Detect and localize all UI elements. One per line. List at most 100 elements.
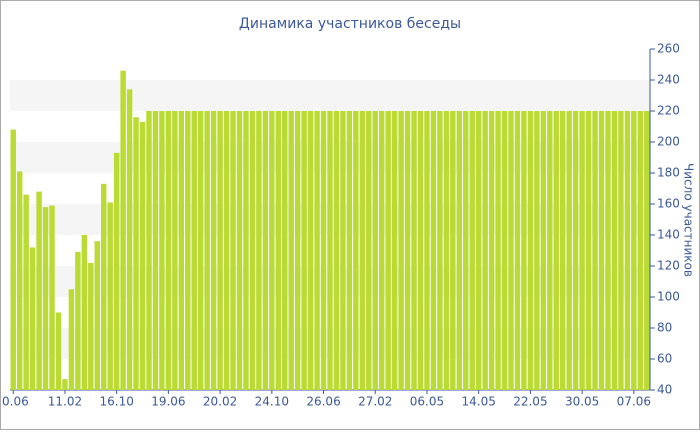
- bar: [359, 111, 366, 390]
- bar: [611, 111, 618, 390]
- x-tick-label: 26.06: [306, 395, 340, 409]
- bar: [579, 111, 585, 390]
- bar: [534, 111, 540, 390]
- bar: [256, 111, 262, 390]
- y-tick-label: 100: [657, 290, 680, 304]
- bar: [75, 252, 81, 390]
- bar: [204, 111, 210, 390]
- bar: [29, 247, 36, 390]
- bar: [443, 111, 450, 390]
- y-tick-label: 120: [657, 259, 680, 273]
- bar: [139, 121, 146, 390]
- bar: [133, 117, 139, 390]
- x-tick-label: 24.10: [255, 395, 289, 409]
- y-tick-label: 220: [657, 104, 680, 118]
- bar: [146, 111, 152, 390]
- bar: [437, 111, 443, 390]
- bar: [346, 111, 353, 390]
- bar: [547, 111, 553, 390]
- bar: [126, 89, 133, 391]
- y-tick-label: 80: [657, 321, 672, 335]
- y-tick-label: 40: [657, 383, 672, 397]
- bar: [475, 111, 482, 390]
- bar: [172, 111, 178, 390]
- bar: [88, 262, 94, 390]
- bar: [23, 194, 29, 390]
- x-tick-label: 27.02: [358, 395, 392, 409]
- bar: [631, 111, 637, 390]
- bar: [624, 111, 631, 390]
- bar: [521, 111, 527, 390]
- y-tick-label: 260: [657, 42, 680, 56]
- bar: [16, 171, 23, 390]
- bar: [120, 70, 126, 390]
- bar: [55, 312, 62, 390]
- bar: [10, 129, 16, 390]
- bar: [417, 111, 424, 390]
- bar: [553, 111, 559, 390]
- bar: [333, 111, 340, 390]
- x-tick-label: 14.05: [462, 395, 496, 409]
- bar: [62, 379, 68, 390]
- y-tick-label: 140: [657, 228, 680, 242]
- bar: [152, 111, 159, 390]
- bar: [340, 111, 346, 390]
- x-tick-label: 20.02: [203, 395, 237, 409]
- bar: [572, 111, 579, 390]
- bar: [262, 111, 269, 390]
- bar: [430, 111, 437, 390]
- x-tick-label: 0.06: [2, 395, 29, 409]
- bar: [230, 111, 236, 390]
- bar: [178, 111, 185, 390]
- bar: [101, 183, 107, 390]
- bar: [107, 202, 113, 390]
- bar: [644, 111, 650, 390]
- chart-title: Динамика участников беседы: [239, 16, 461, 32]
- bar: [514, 111, 521, 390]
- bar: [618, 111, 624, 390]
- bar: [372, 111, 378, 390]
- bar: [81, 235, 88, 390]
- bar: [49, 205, 55, 390]
- bar: [404, 111, 411, 390]
- bar: [560, 111, 566, 390]
- bar: [398, 111, 404, 390]
- bar: [282, 111, 288, 390]
- x-tick-label: 16.10: [99, 395, 133, 409]
- x-tick-label: 30.05: [565, 395, 599, 409]
- bar: [508, 111, 514, 390]
- bar: [488, 111, 495, 390]
- bar: [301, 111, 307, 390]
- y-axis-label: Число участников: [682, 163, 696, 277]
- y-tick-label: 60: [657, 352, 672, 366]
- bar: [217, 111, 223, 390]
- bar: [288, 111, 294, 390]
- bar: [68, 289, 75, 390]
- bar: [366, 111, 372, 390]
- bar: [191, 111, 197, 390]
- bar: [540, 111, 547, 390]
- x-tick-label: 06.05: [410, 395, 444, 409]
- bar: [605, 111, 611, 390]
- bar: [598, 111, 605, 390]
- bar: [94, 241, 100, 390]
- bar: [469, 111, 475, 390]
- bar: [249, 111, 256, 390]
- bar: [379, 111, 385, 390]
- bar: [585, 111, 592, 390]
- bar: [36, 191, 42, 390]
- x-tick-label: 22.05: [513, 395, 547, 409]
- x-tick-label: 07.06: [617, 395, 651, 409]
- bar: [456, 111, 463, 390]
- bar: [42, 207, 49, 390]
- bar: [185, 111, 191, 390]
- bar: [411, 111, 417, 390]
- bar: [566, 111, 572, 390]
- bar: [501, 111, 508, 390]
- bar: [223, 111, 230, 390]
- bar: [275, 111, 281, 390]
- bar: [314, 111, 320, 390]
- bar: [391, 111, 398, 390]
- bar: [113, 152, 120, 390]
